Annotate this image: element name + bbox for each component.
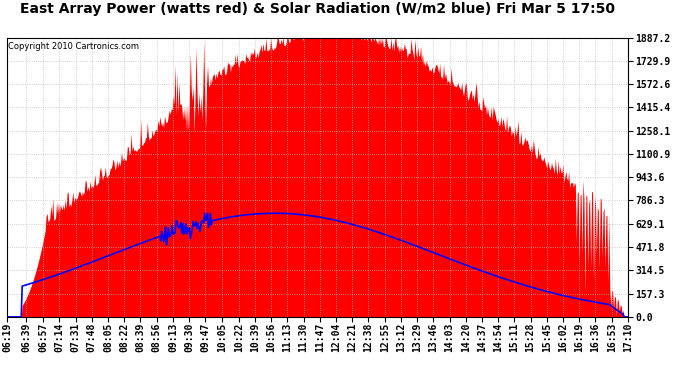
Text: East Array Power (watts red) & Solar Radiation (W/m2 blue) Fri Mar 5 17:50: East Array Power (watts red) & Solar Rad… bbox=[20, 2, 615, 16]
Text: Copyright 2010 Cartronics.com: Copyright 2010 Cartronics.com bbox=[8, 42, 139, 51]
